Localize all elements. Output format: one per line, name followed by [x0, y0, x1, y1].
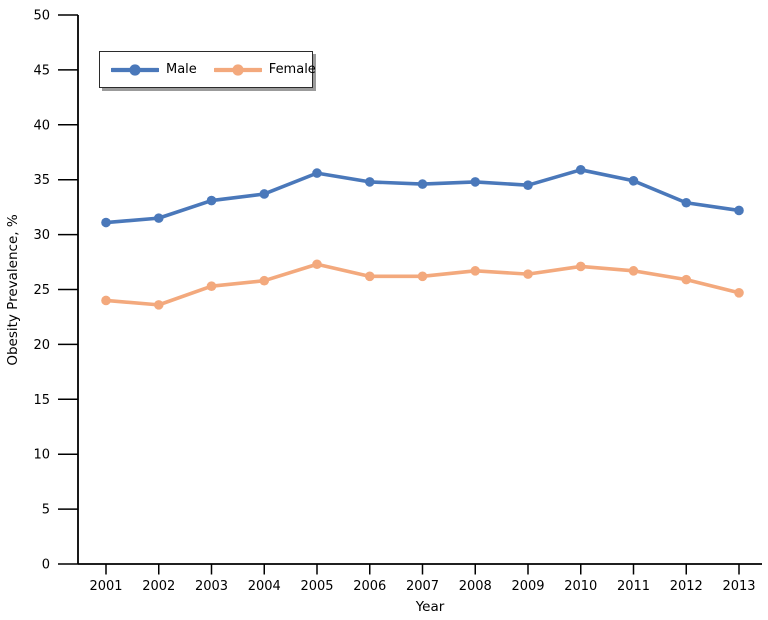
x-tick-label: 2005: [300, 579, 333, 594]
x-tick-label: 2004: [248, 579, 281, 594]
series-line-female: [104, 262, 741, 307]
data-point-female-2004: [259, 275, 270, 286]
data-point-male-2009: [523, 180, 533, 190]
y-tick-label: 20: [33, 338, 50, 353]
x-tick-label: 2010: [564, 579, 597, 594]
data-point-female-2003: [206, 281, 217, 292]
x-tick-label: 2009: [511, 579, 544, 594]
data-point-male-2004: [259, 189, 270, 199]
x-axis-title: Year: [415, 599, 445, 615]
x-tick-label: 2008: [459, 579, 492, 594]
y-tick-label: 40: [33, 118, 50, 133]
y-tick-label: 45: [33, 63, 50, 78]
data-point-female-2005: [312, 259, 322, 270]
data-point-female-2008: [470, 266, 481, 276]
legend-label-male: Male: [166, 61, 197, 77]
data-point-male-2006: [364, 177, 375, 187]
y-tick-label: 5: [42, 503, 50, 518]
data-point-female-2002: [153, 300, 164, 310]
legend: Male Female: [99, 51, 316, 88]
data-point-female-2007: [417, 271, 428, 282]
legend-item-female: Female: [213, 61, 316, 77]
data-point-female-2001: [101, 295, 111, 306]
y-tick-label: 15: [33, 393, 50, 408]
data-point-male-2007: [417, 179, 428, 189]
data-point-female-2010: [575, 261, 586, 272]
y-tick-label: 0: [42, 558, 50, 573]
data-point-male-2003: [206, 195, 217, 206]
data-point-male-2005: [312, 168, 322, 178]
legend-label-female: Female: [268, 61, 316, 77]
x-tick-label: 2002: [142, 579, 175, 594]
data-point-female-2009: [523, 269, 533, 279]
x-tick-label: 2013: [722, 579, 755, 594]
data-point-male-2008: [470, 177, 481, 187]
x-tick-label: 2007: [406, 579, 439, 594]
data-point-male-2011: [628, 175, 639, 186]
data-point-female-2013: [734, 287, 744, 298]
y-tick-label: 35: [33, 173, 50, 188]
y-axis-title: Obesity Prevalence, %: [5, 214, 21, 366]
y-tick-label: 50: [33, 9, 50, 24]
y-tick-label: 25: [33, 283, 50, 298]
female-series-line-marker-icon: [213, 63, 262, 76]
data-point-female-2012: [681, 274, 692, 285]
data-point-male-2013: [734, 205, 744, 216]
data-point-male-2001: [101, 217, 111, 228]
x-tick-label: 2011: [617, 579, 650, 594]
data-point-male-2012: [681, 197, 692, 208]
x-tick-label: 2006: [353, 579, 386, 594]
data-point-female-2011: [628, 266, 639, 276]
y-tick-label: 10: [33, 448, 50, 463]
y-tick-label: 30: [33, 228, 50, 243]
legend-item-male: Male: [111, 63, 197, 77]
series-line-male: [104, 168, 741, 225]
data-point-male-2002: [153, 213, 164, 223]
data-point-female-2006: [364, 271, 375, 282]
series-lines-layer: [101, 165, 744, 310]
axes-layer: 0 5 10 15 20 25 30 35 40 45 50 2001 2002 2003 2004 2005…: [33, 9, 762, 594]
x-tick-label: 2001: [89, 579, 122, 594]
x-tick-label: 2003: [195, 579, 228, 594]
data-point-male-2010: [575, 165, 586, 175]
male-series-line-marker-icon: [111, 63, 159, 76]
x-tick-label: 2012: [670, 579, 703, 594]
